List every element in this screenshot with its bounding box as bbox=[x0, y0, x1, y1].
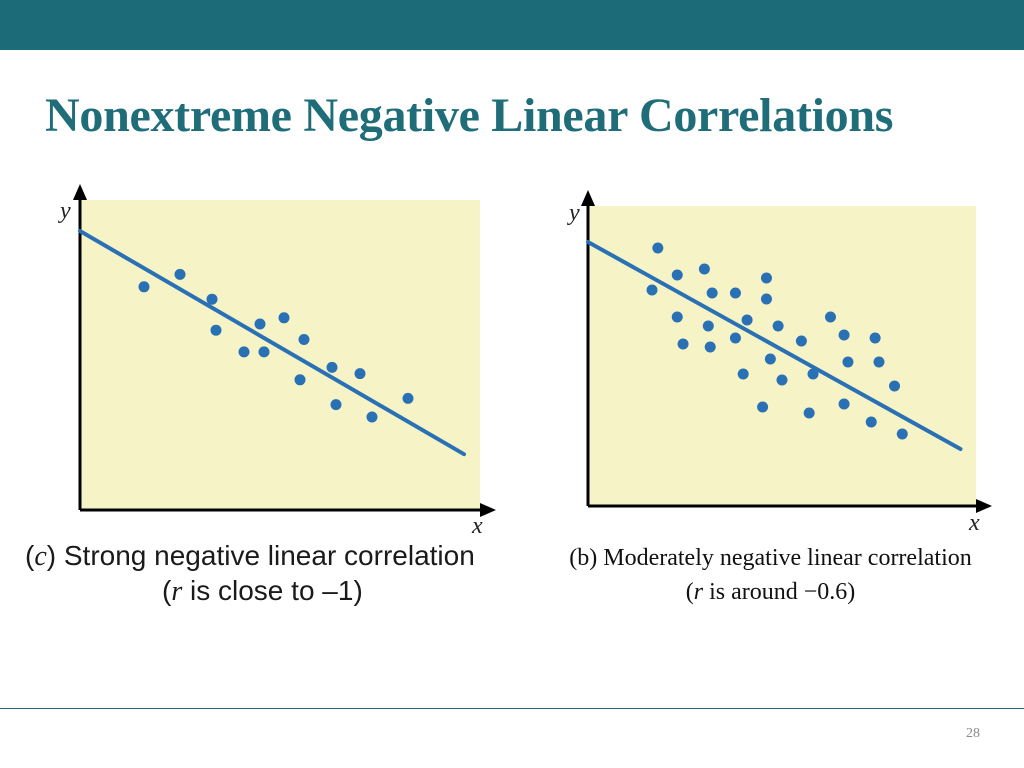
data-point bbox=[354, 368, 366, 380]
scatter-chart-c: yx bbox=[58, 184, 496, 539]
data-point bbox=[677, 338, 689, 350]
data-point bbox=[729, 332, 741, 344]
data-point bbox=[896, 428, 908, 440]
chart-b-caption: (b) Moderately negative linear correlati… bbox=[528, 541, 1013, 609]
plot-area bbox=[588, 206, 976, 506]
data-point bbox=[873, 356, 885, 368]
data-point bbox=[838, 329, 850, 341]
caption-c-open-paren: ( bbox=[25, 540, 35, 571]
data-point bbox=[330, 399, 342, 411]
slide-title: Nonextreme Negative Linear Correlations bbox=[45, 89, 894, 142]
y-axis-arrow bbox=[581, 190, 595, 206]
data-point bbox=[776, 374, 788, 386]
data-point bbox=[795, 335, 807, 347]
page-number: 28 bbox=[966, 726, 980, 741]
data-point bbox=[254, 318, 266, 330]
data-point bbox=[294, 374, 306, 386]
data-point bbox=[842, 356, 854, 368]
x-axis-label: x bbox=[968, 510, 980, 536]
caption-c-paren-close: ) bbox=[353, 575, 363, 606]
data-point bbox=[838, 398, 850, 410]
data-point bbox=[807, 368, 819, 380]
data-point bbox=[278, 312, 290, 324]
data-point bbox=[865, 416, 877, 428]
plot-area bbox=[80, 200, 480, 510]
y-axis-label: y bbox=[58, 198, 71, 224]
data-point bbox=[646, 284, 658, 296]
data-point bbox=[138, 281, 150, 293]
data-point bbox=[741, 314, 753, 326]
data-point bbox=[206, 293, 218, 305]
y-axis-label: y bbox=[567, 200, 580, 226]
x-axis-arrow bbox=[976, 499, 992, 513]
caption-c-close-paren: ) bbox=[46, 540, 57, 571]
data-point bbox=[825, 311, 836, 323]
caption-b-line1: (b) Moderately negative linear correlati… bbox=[569, 545, 972, 571]
data-point bbox=[698, 263, 710, 275]
footer-rule bbox=[0, 708, 1024, 709]
caption-c-r-symbol: r bbox=[171, 576, 183, 607]
caption-c-paren-open: ( bbox=[162, 575, 172, 606]
caption-b-line2-pre: ( bbox=[685, 579, 694, 605]
data-point bbox=[702, 320, 714, 332]
data-point bbox=[889, 380, 901, 392]
data-point bbox=[258, 346, 270, 358]
y-axis-arrow bbox=[73, 184, 87, 200]
data-point bbox=[706, 287, 718, 299]
data-point bbox=[764, 353, 776, 365]
x-axis-label: x bbox=[471, 513, 483, 539]
scatter-chart-b: yx bbox=[567, 190, 992, 536]
caption-b-r-symbol: r bbox=[693, 579, 704, 605]
regression-line bbox=[586, 240, 963, 451]
data-point bbox=[729, 287, 741, 299]
data-point bbox=[869, 332, 881, 344]
data-point bbox=[298, 334, 310, 345]
data-point bbox=[671, 311, 683, 323]
caption-c-line2: is close to –1 bbox=[182, 575, 354, 606]
data-point bbox=[737, 368, 749, 380]
data-point bbox=[760, 293, 772, 305]
data-point bbox=[772, 320, 784, 332]
caption-b-line2-post: is around −0.6) bbox=[703, 579, 856, 605]
header-bar bbox=[0, 0, 1024, 50]
x-axis-arrow bbox=[480, 503, 496, 517]
data-point bbox=[760, 272, 772, 284]
data-point bbox=[174, 268, 186, 280]
data-point bbox=[210, 324, 222, 336]
caption-c-line1: Strong negative linear correlation bbox=[56, 540, 475, 571]
data-point bbox=[704, 341, 716, 353]
data-point bbox=[238, 346, 250, 358]
data-point bbox=[652, 242, 664, 254]
caption-c-letter: c bbox=[34, 541, 47, 572]
regression-line bbox=[78, 229, 466, 457]
data-point bbox=[402, 392, 414, 404]
data-point bbox=[757, 401, 769, 413]
data-point bbox=[326, 361, 338, 373]
data-point bbox=[803, 407, 815, 419]
data-point bbox=[366, 411, 378, 423]
chart-c-caption: (c) Strong negative linear correlation (… bbox=[25, 539, 525, 609]
data-point bbox=[671, 269, 683, 281]
